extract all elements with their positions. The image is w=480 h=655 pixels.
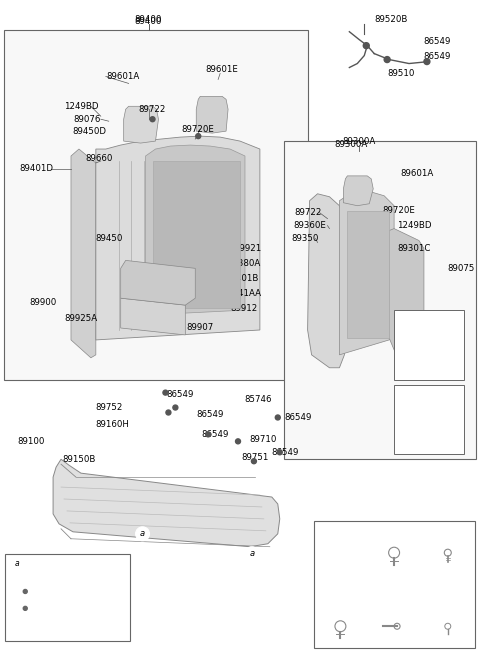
Text: 88627: 88627 — [381, 588, 408, 597]
Text: 89720E: 89720E — [182, 124, 215, 134]
Circle shape — [236, 439, 240, 444]
Text: 89560A: 89560A — [414, 335, 447, 345]
Text: 89752: 89752 — [95, 403, 122, 412]
Circle shape — [166, 410, 171, 415]
Text: 89601E: 89601E — [205, 65, 239, 74]
Text: 89722: 89722 — [294, 208, 321, 217]
Text: 89907: 89907 — [187, 324, 214, 333]
Text: 86549: 86549 — [423, 52, 451, 61]
Text: ↦– 89165: ↦– 89165 — [13, 587, 50, 596]
Text: 89360E: 89360E — [293, 221, 326, 230]
Polygon shape — [339, 191, 394, 355]
Circle shape — [206, 432, 211, 437]
Text: 89900: 89900 — [30, 297, 57, 307]
Text: 89150B: 89150B — [62, 455, 96, 464]
Text: 89601A: 89601A — [400, 170, 433, 178]
Bar — [5, 553, 130, 641]
Polygon shape — [343, 176, 373, 206]
Bar — [4, 29, 308, 380]
Text: 89912: 89912 — [230, 304, 258, 312]
Polygon shape — [308, 194, 344, 367]
Circle shape — [196, 134, 201, 139]
Text: 89722: 89722 — [139, 105, 166, 114]
Text: 89510: 89510 — [387, 69, 415, 78]
Text: 89400: 89400 — [135, 15, 162, 24]
Polygon shape — [120, 261, 195, 305]
Circle shape — [252, 458, 256, 464]
Text: 89160H: 89160H — [96, 420, 130, 429]
Text: 86549: 86549 — [196, 410, 224, 419]
Text: 1249BD: 1249BD — [64, 102, 98, 111]
Text: 85746: 85746 — [244, 395, 272, 404]
Bar — [348, 211, 389, 338]
Bar — [394, 384, 464, 455]
Circle shape — [277, 450, 282, 455]
Text: 89450D: 89450D — [72, 126, 106, 136]
Text: 86549: 86549 — [271, 448, 299, 457]
Circle shape — [424, 58, 430, 65]
Bar — [284, 141, 476, 459]
Text: 1125DA: 1125DA — [378, 525, 411, 533]
Circle shape — [150, 117, 155, 122]
Circle shape — [23, 607, 27, 610]
Text: 89400: 89400 — [135, 17, 162, 26]
Polygon shape — [389, 229, 424, 365]
Circle shape — [245, 547, 259, 561]
Text: 86549: 86549 — [423, 37, 451, 46]
Bar — [394, 310, 464, 380]
Text: a: a — [250, 549, 254, 558]
Text: 89520B: 89520B — [374, 15, 408, 24]
Text: 86549: 86549 — [167, 390, 194, 399]
Text: 89720E: 89720E — [383, 206, 416, 215]
Text: 1241BC: 1241BC — [432, 525, 464, 533]
Circle shape — [136, 527, 150, 541]
Text: 89401B: 89401B — [225, 274, 259, 283]
Text: 89076: 89076 — [73, 115, 101, 124]
Text: 1018AD: 1018AD — [431, 588, 465, 597]
Text: 89100: 89100 — [18, 437, 45, 446]
Text: 89300A: 89300A — [335, 140, 368, 149]
Text: 89710: 89710 — [249, 435, 276, 444]
Text: 89921: 89921 — [234, 244, 262, 253]
Circle shape — [276, 415, 280, 420]
Text: 89380A: 89380A — [228, 259, 261, 268]
Text: 89160B: 89160B — [90, 587, 119, 596]
Text: 89350: 89350 — [291, 234, 318, 243]
Circle shape — [173, 405, 178, 410]
Text: ↦– 89160: ↦– 89160 — [13, 604, 50, 613]
Polygon shape — [120, 298, 185, 335]
Circle shape — [163, 390, 168, 395]
Text: 89401D: 89401D — [19, 164, 53, 174]
Text: 89450: 89450 — [95, 234, 122, 243]
Circle shape — [384, 56, 390, 62]
Polygon shape — [196, 96, 228, 133]
Text: 89751: 89751 — [241, 453, 269, 462]
Text: 86549: 86549 — [202, 430, 229, 439]
Text: a: a — [140, 529, 145, 538]
Text: 89660: 89660 — [85, 155, 112, 164]
Text: 89301D: 89301D — [414, 395, 448, 404]
Polygon shape — [145, 145, 245, 315]
Text: 1125AC: 1125AC — [320, 588, 352, 597]
Bar — [313, 521, 475, 648]
Circle shape — [23, 590, 27, 593]
Polygon shape — [96, 136, 260, 340]
Text: 89300A: 89300A — [343, 137, 376, 145]
Bar — [153, 161, 240, 308]
Text: 1241AA: 1241AA — [227, 289, 261, 298]
Text: 1249BD: 1249BD — [397, 221, 431, 230]
Circle shape — [12, 557, 23, 570]
Polygon shape — [53, 459, 280, 547]
Text: 89075: 89075 — [447, 264, 474, 273]
Text: a: a — [15, 559, 20, 568]
Text: 89301C: 89301C — [397, 244, 431, 253]
Text: 89925A: 89925A — [64, 314, 97, 322]
Text: 89601A: 89601A — [106, 72, 139, 81]
Text: 89350F: 89350F — [398, 353, 430, 362]
Polygon shape — [124, 106, 158, 143]
Text: 86549: 86549 — [284, 413, 312, 422]
Circle shape — [363, 43, 369, 48]
Polygon shape — [71, 149, 96, 358]
